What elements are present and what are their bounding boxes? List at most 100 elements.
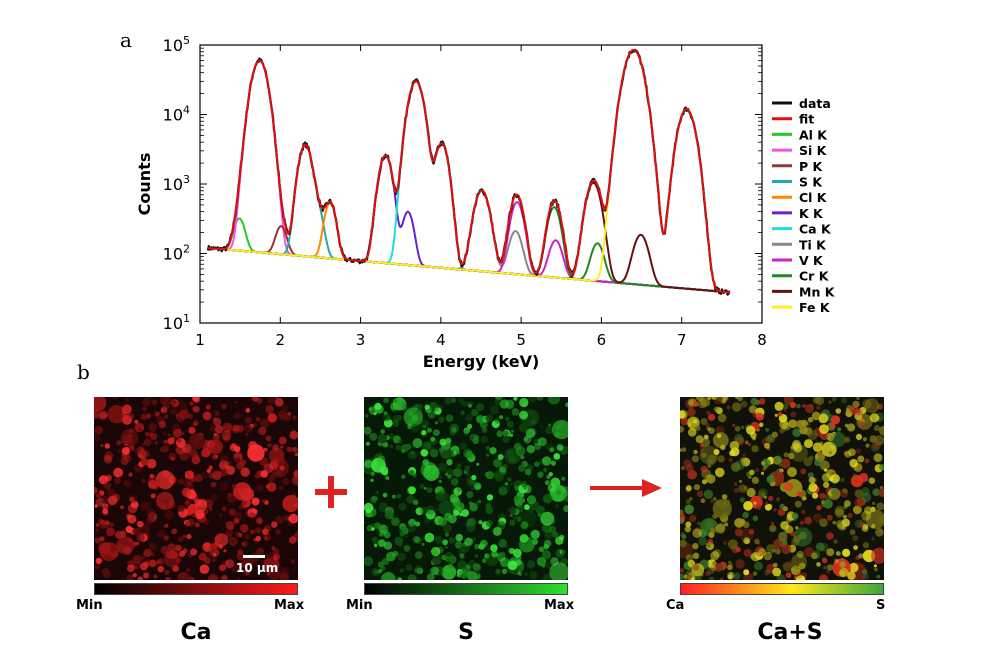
map-pixel-cluster: [407, 574, 417, 580]
map-pixel-cluster: [134, 447, 141, 455]
map-pixel-cluster: [785, 517, 792, 523]
map-pixel-cluster: [861, 492, 872, 503]
map-pixel-cluster: [450, 478, 459, 486]
map-pixel-cluster: [213, 417, 217, 421]
map-pixel-cluster: [494, 418, 501, 424]
map-pixel-cluster: [879, 486, 884, 490]
map-pixel-cluster: [471, 474, 477, 481]
map-pixel-cluster: [294, 452, 298, 457]
map-pixel-cluster: [855, 433, 863, 440]
map-pixel-cluster: [458, 398, 464, 404]
map-pixel-cluster: [852, 473, 858, 479]
map-pixel-cluster: [175, 557, 181, 564]
map-pixel-cluster: [386, 551, 396, 562]
map-pixel-cluster: [710, 551, 720, 561]
legend-entry: V K: [799, 253, 824, 268]
map-pixel-cluster: [377, 539, 386, 547]
map-pixel-cluster: [423, 486, 427, 490]
map-pixel-cluster: [142, 406, 147, 412]
map-pixel-cluster: [498, 486, 508, 496]
map-pixel-cluster: [408, 450, 418, 460]
map-pixel-cluster: [710, 526, 716, 532]
map-pixel-cluster: [145, 516, 154, 525]
map-pixel-cluster: [186, 534, 192, 540]
map-pixel-cluster: [120, 457, 129, 466]
map-pixel-cluster: [819, 492, 826, 500]
map-pixel-cluster: [729, 450, 736, 457]
map-pixel-cluster: [499, 415, 504, 420]
map-pixel-cluster: [113, 467, 123, 478]
map-pixel-cluster: [755, 412, 764, 421]
map-pixel-cluster: [419, 483, 425, 489]
map-pixel-cluster: [184, 573, 192, 580]
map-pixel-cluster: [873, 453, 883, 462]
map-pixel-cluster: [371, 536, 379, 544]
map-pixel-cluster: [141, 442, 146, 446]
map-pixel-cluster: [720, 444, 726, 451]
map-pixel-cluster: [492, 526, 502, 536]
map-pixel-cluster: [831, 397, 837, 402]
map-pixel-cluster: [426, 487, 433, 493]
map-pixel-cluster: [288, 513, 298, 524]
map-pixel-cluster: [727, 574, 733, 580]
map-pixel-cluster: [121, 447, 130, 455]
map-pixel-cluster: [177, 428, 182, 433]
map-pixel-cluster: [146, 458, 157, 469]
map-pixel-cluster: [189, 401, 194, 406]
map-pixel-cluster: [760, 471, 765, 475]
map-pixel-cluster: [219, 564, 226, 572]
map-pixel-cluster: [142, 398, 151, 407]
x-tick-label: 5: [516, 331, 526, 349]
map-pixel-cluster: [148, 423, 157, 432]
map-pixel-cluster: [420, 448, 429, 457]
map-pixel-cluster: [754, 561, 763, 571]
map-pixel-cluster: [254, 527, 262, 534]
map-pixel-cluster: [150, 493, 156, 499]
map-pixel-cluster: [478, 520, 483, 525]
map-pixel-cluster: [452, 427, 457, 432]
map-pixel-cluster: [195, 499, 208, 512]
map-pixel-cluster: [456, 463, 462, 469]
map-pixel-cluster: [234, 457, 241, 463]
map-pixel-cluster: [272, 548, 280, 555]
map-pixel-cluster: [128, 427, 134, 434]
map-pixel-cluster: [191, 485, 194, 488]
map-pixel-cluster: [225, 559, 235, 569]
map-pixel-cluster: [168, 452, 177, 461]
map-pixel-cluster: [818, 413, 829, 424]
map-pixel-cluster: [279, 572, 290, 580]
map-pixel-cluster: [132, 573, 137, 578]
map-pixel-cluster: [489, 405, 499, 415]
map-pixel-cluster: [242, 501, 247, 506]
map-pixel-cluster: [774, 548, 781, 555]
map-pixel-cluster: [231, 484, 237, 489]
map-pixel-cluster: [396, 494, 402, 499]
map-pixel-cluster: [445, 468, 455, 478]
map-pixel-cluster: [185, 500, 190, 505]
map-pixel-cluster: [506, 420, 514, 428]
map-pixel-cluster: [124, 455, 132, 463]
map-pixel-cluster: [371, 527, 375, 531]
map-pixel-cluster: [241, 562, 248, 568]
map-pixel-cluster: [214, 533, 229, 547]
map-pixel-cluster: [565, 402, 568, 408]
map-pixel-cluster: [807, 472, 814, 478]
legend-entry: Ti K: [799, 237, 827, 252]
plot-frame: [199, 44, 763, 324]
map-pixel-cluster: [872, 501, 876, 505]
map-pixel-cluster: [192, 397, 200, 402]
map-pixel-cluster: [821, 473, 831, 482]
s-map: [364, 397, 568, 580]
map-pixel-cluster: [485, 453, 490, 457]
map-pixel-cluster: [831, 471, 835, 475]
map-pixel-cluster: [530, 529, 540, 540]
map-pixel-cluster: [794, 500, 802, 508]
map-pixel-cluster: [202, 411, 212, 421]
map-pixel-cluster: [256, 397, 263, 405]
map-pixel-cluster: [114, 477, 121, 484]
map-pixel-cluster: [214, 410, 220, 417]
map-pixel-cluster: [879, 425, 884, 436]
map-pixel-cluster: [102, 503, 109, 510]
map-pixel-cluster: [550, 460, 556, 466]
map-pixel-cluster: [834, 505, 845, 516]
